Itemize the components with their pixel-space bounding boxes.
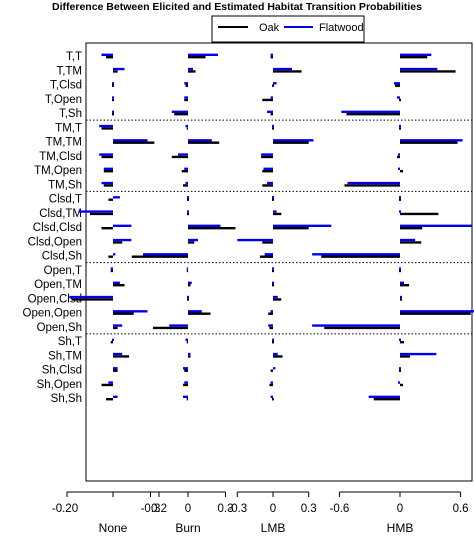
bar-flatwood xyxy=(399,367,401,370)
bar-flatwood xyxy=(187,295,189,299)
row-label: TM,Sh xyxy=(48,179,82,191)
row-label: TM,TM xyxy=(46,137,82,149)
panel-lmb xyxy=(237,53,332,401)
panel-hmb xyxy=(312,53,474,401)
bars xyxy=(69,53,474,401)
bar-flatwood xyxy=(187,196,189,199)
tick-label: -0.3 xyxy=(141,503,161,515)
row-label: T,TM xyxy=(56,65,82,77)
row-label: Open,T xyxy=(44,265,82,277)
row-label: Sh,Open xyxy=(37,379,82,391)
tick-label: 0.2 xyxy=(151,503,167,515)
bar-flatwood xyxy=(399,196,401,199)
bar-oak xyxy=(272,84,274,87)
legend-label-flatwood: Flatwood xyxy=(319,22,364,34)
row-label: T,Clsd xyxy=(50,80,82,92)
row-label: Open,Open xyxy=(23,308,82,320)
row-label: Sh,TM xyxy=(48,350,82,362)
legend: Oak Flatwood xyxy=(211,15,365,43)
transition-labels: T,T T,TM T,Clsd T,Open T,Sh TM,T TM,TM TM,Clsd T… xyxy=(23,51,82,405)
bar-oak xyxy=(187,198,189,201)
row-label: Sh,Sh xyxy=(51,393,82,405)
panel-label: Burn xyxy=(175,521,200,535)
bar-flatwood xyxy=(272,281,274,284)
bar-flatwood xyxy=(399,124,401,128)
panel-label: None xyxy=(99,521,128,535)
bar-oak xyxy=(187,298,189,301)
plot-frame xyxy=(85,42,473,482)
row-label: Clsd,T xyxy=(49,194,82,206)
bar-flatwood xyxy=(272,196,274,199)
legend-label-oak: Oak xyxy=(259,22,280,34)
bar-flatwood xyxy=(399,210,401,213)
bar-flatwood xyxy=(272,124,274,128)
row-label: T,Sh xyxy=(59,108,82,120)
row-label: Clsd,Clsd xyxy=(33,222,82,234)
row-label: TM,Open xyxy=(34,165,82,177)
bar-oak xyxy=(399,198,401,201)
bar-oak xyxy=(272,398,274,401)
bar-flatwood xyxy=(399,338,401,341)
bar-oak xyxy=(187,212,189,216)
bar-oak xyxy=(272,341,274,344)
legend-box xyxy=(211,15,365,43)
bar-flatwood xyxy=(112,110,114,113)
panel-label: LMB xyxy=(261,521,286,535)
group-separators xyxy=(86,119,472,335)
chart-title: Difference Between Elicited and Estimate… xyxy=(52,1,422,13)
tick-label: -0.6 xyxy=(329,503,349,515)
row-label: Open,Sh xyxy=(37,322,82,334)
row-label: Sh,T xyxy=(58,336,82,348)
tick-label: -0.20 xyxy=(52,503,78,515)
tick-label: 0 xyxy=(397,503,403,515)
panel-burn xyxy=(131,53,236,401)
x-axes: -0.20 0.2 None -0.3 0 0.3 Burn -0.3 0 0.3 LMB -0.6 0… xyxy=(52,491,469,535)
bar-oak xyxy=(399,98,401,102)
bar-oak xyxy=(399,269,401,273)
tick-label: 0 xyxy=(270,503,276,515)
row-label: T,T xyxy=(66,51,82,63)
row-label: Open,Clsd xyxy=(28,293,82,305)
bar-oak xyxy=(272,284,274,287)
bar-flatwood xyxy=(112,82,114,85)
row-label: TM,T xyxy=(55,122,82,134)
bar-flatwood xyxy=(272,338,274,341)
row-label: Sh,Clsd xyxy=(42,365,82,377)
tick-label: 0.6 xyxy=(453,503,469,515)
tick-label: -0.3 xyxy=(227,503,247,515)
tick-label: 0.3 xyxy=(301,503,317,515)
bar-flatwood xyxy=(399,267,401,270)
panel-label: HMB xyxy=(387,521,414,535)
panel-none xyxy=(69,53,155,401)
row-label: Clsd,TM xyxy=(39,208,82,220)
bar-flatwood xyxy=(112,338,114,341)
bar-oak xyxy=(272,198,274,201)
bar-flatwood xyxy=(187,210,189,213)
bar-oak xyxy=(112,113,114,116)
bar-oak xyxy=(272,269,274,273)
bar-oak xyxy=(112,98,114,102)
tick-label: 0.3 xyxy=(218,503,234,515)
bar-oak xyxy=(399,369,401,372)
bar-oak xyxy=(399,127,401,130)
bar-flatwood xyxy=(272,267,274,270)
row-label: Clsd,Sh xyxy=(42,251,82,263)
bar-flatwood xyxy=(112,96,114,99)
bar-oak xyxy=(272,127,274,130)
row-label: Clsd,Open xyxy=(28,236,82,248)
bar-oak xyxy=(112,84,114,87)
row-label: Open,TM xyxy=(34,279,82,291)
row-label: T,Open xyxy=(45,94,82,106)
row-label: TM,Clsd xyxy=(39,151,82,163)
tick-label: 0 xyxy=(185,503,191,515)
